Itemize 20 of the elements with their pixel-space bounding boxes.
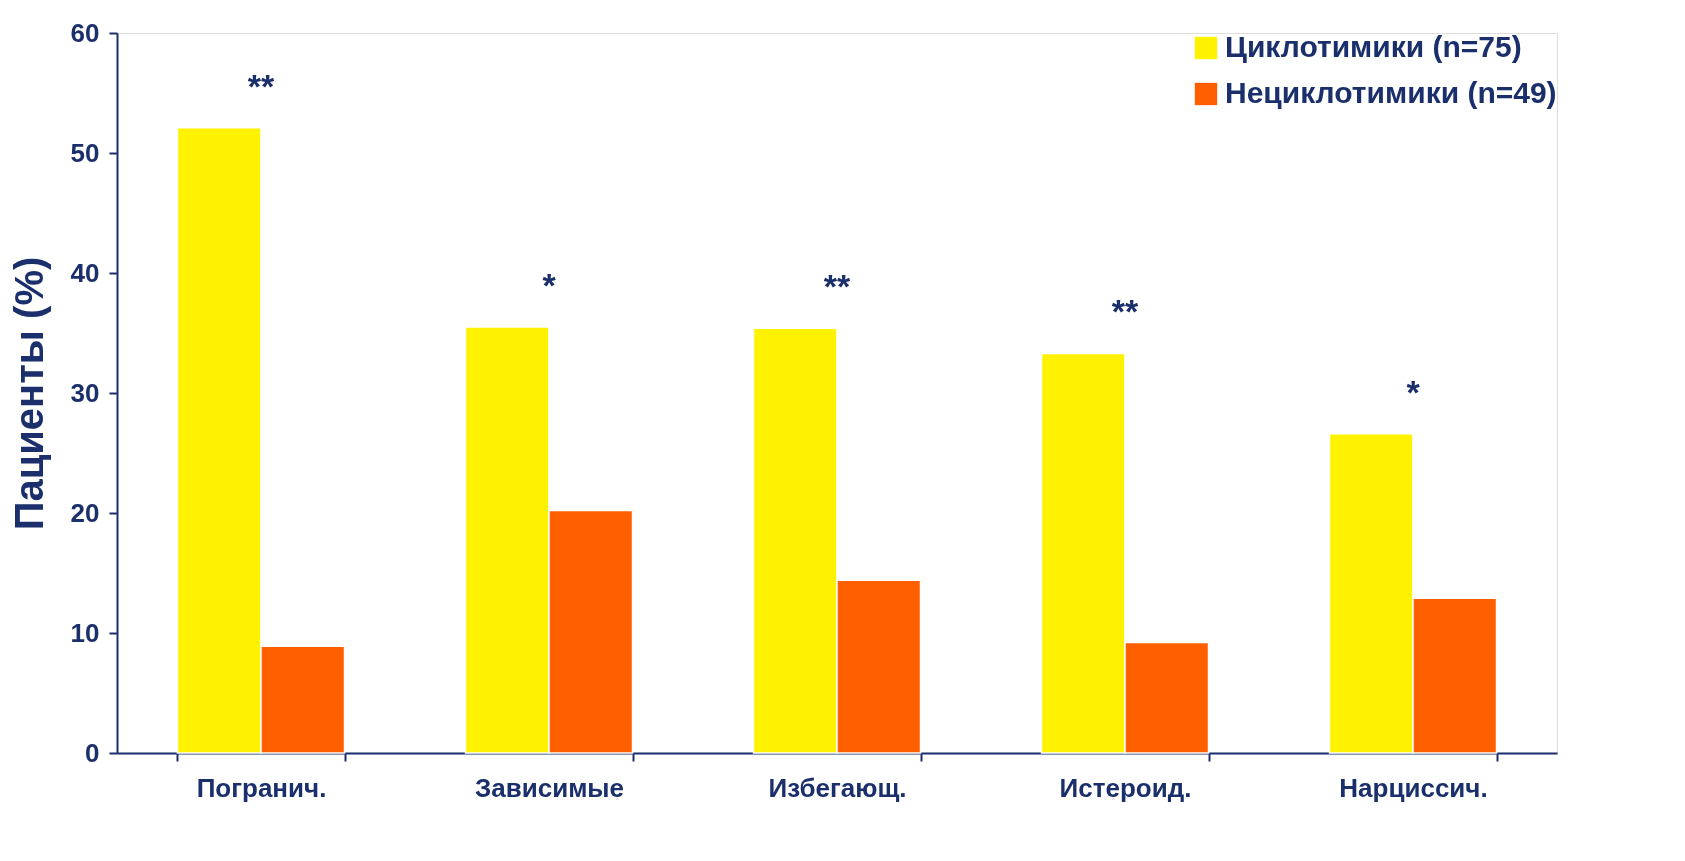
y-tick-label: 50	[70, 137, 100, 168]
annotation: **	[823, 267, 851, 306]
annotation: *	[1406, 372, 1421, 411]
x-tick-label: Погранич.	[196, 772, 327, 803]
y-tick-label: 20	[70, 497, 100, 528]
y-tick-label: 60	[70, 17, 100, 48]
annotation: **	[247, 66, 275, 105]
y-axis-title: Пациенты (%)	[6, 256, 51, 531]
y-tick-label: 30	[70, 377, 100, 408]
x-tick-label: Зависимые	[474, 772, 625, 803]
legend-label: Циклотимики (n=75)	[1225, 30, 1522, 63]
y-tick-label: 0	[85, 737, 100, 768]
legend-label: Нециклотимики (n=49)	[1225, 76, 1557, 109]
x-tick-label: Избегающ.	[768, 772, 907, 803]
x-tick-label: Нарциссич.	[1339, 772, 1488, 803]
y-tick-label: 40	[70, 257, 100, 288]
annotation: *	[542, 266, 557, 304]
y-tick-label: 10	[70, 617, 100, 648]
annotation: **	[1111, 292, 1139, 331]
x-tick-label: Истероид.	[1059, 772, 1192, 803]
